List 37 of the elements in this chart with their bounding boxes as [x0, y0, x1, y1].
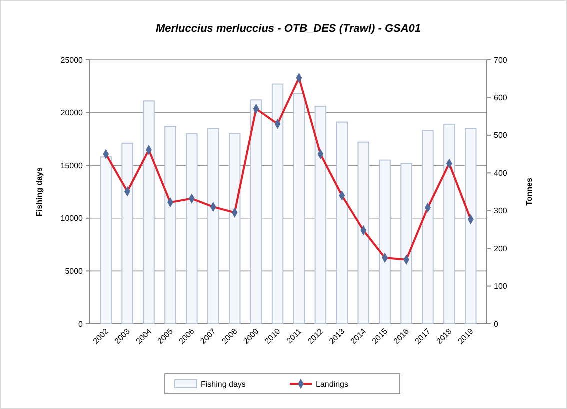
- bar: [208, 128, 220, 324]
- bar: [228, 133, 241, 324]
- bar: [164, 126, 176, 324]
- bar: [272, 84, 284, 324]
- bar: [336, 122, 348, 324]
- y2-tick-label: 700: [494, 56, 508, 65]
- y2-tick-label: 200: [494, 244, 508, 254]
- bar: [186, 133, 198, 324]
- y2-tick-label: 0: [494, 320, 499, 329]
- legend-label: Fishing days: [201, 380, 246, 389]
- y-tick-label: 25000: [60, 56, 84, 65]
- y2-tick-label: 400: [494, 168, 508, 178]
- y2-tick-label: 600: [494, 94, 508, 103]
- bar: [444, 124, 456, 324]
- bar: [250, 100, 262, 324]
- bar: [293, 93, 306, 324]
- bar: [400, 162, 412, 324]
- y2-tick-label: 300: [494, 206, 508, 216]
- chart-title: Merluccius merluccius - OTB_DES (Trawl) - GSA01: [156, 23, 422, 35]
- legend-label: Landings: [316, 380, 348, 389]
- y2-axis-title: Tonnes: [525, 178, 534, 206]
- bar: [100, 156, 112, 324]
- y2-tick-label: 500: [494, 131, 508, 140]
- y-tick-label: 10000: [60, 214, 84, 224]
- y2-tick-label: 100: [494, 282, 508, 292]
- bar: [314, 106, 327, 324]
- y-tick-label: 5000: [65, 267, 84, 276]
- bar: [143, 100, 155, 324]
- bar: [465, 128, 477, 324]
- bar: [358, 142, 370, 324]
- y-tick-label: 20000: [60, 108, 84, 118]
- bar: [122, 142, 134, 324]
- bar: [379, 160, 391, 324]
- y-tick-label: 15000: [60, 161, 84, 170]
- y-axis-title: Fishing days: [35, 167, 44, 216]
- bar: [422, 130, 434, 324]
- y-tick-label: 0: [78, 320, 84, 329]
